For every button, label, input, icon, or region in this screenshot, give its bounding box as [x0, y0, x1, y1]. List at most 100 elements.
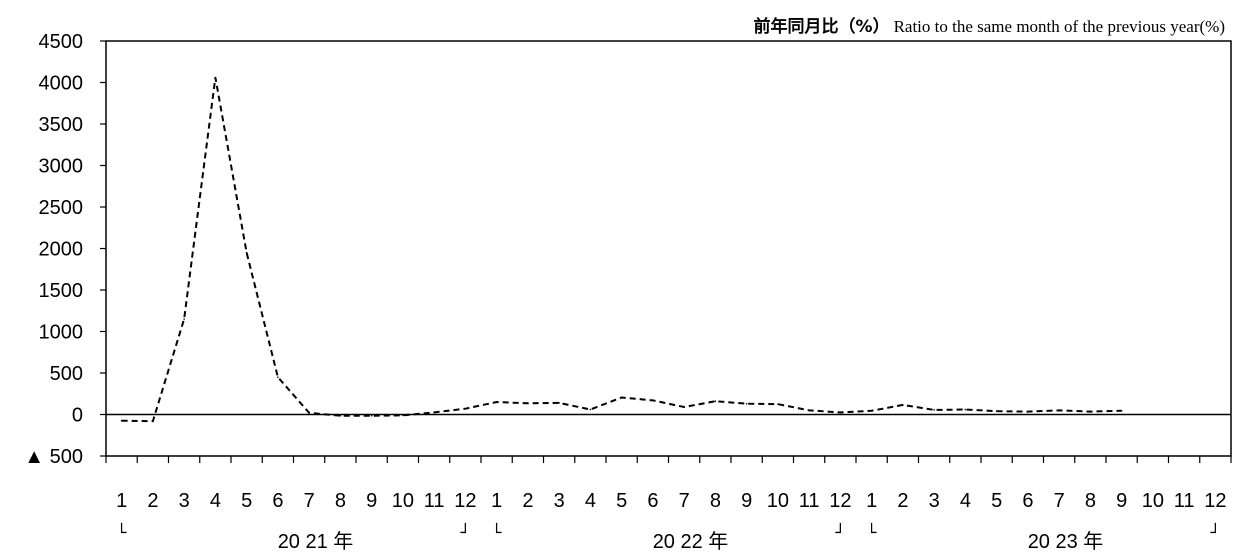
data-point — [839, 411, 842, 414]
x-tick-label: 11 — [1174, 490, 1195, 512]
data-point — [370, 414, 373, 417]
chart-title-text: 前年同月比（%） Ratio to the same month of the p… — [754, 16, 1225, 37]
x-tick-label: 5 — [991, 490, 1002, 512]
data-point — [120, 419, 123, 422]
data-point — [995, 410, 998, 412]
x-tick-label: 11 — [424, 490, 445, 512]
year-labels: └ ┘ 20 21 年 └ ┘ 20 22 年 └ ┘ 20 23 年 — [117, 522, 1220, 552]
x-tick-label: 3 — [554, 490, 565, 512]
data-point — [214, 76, 217, 79]
year-bracket-close: ┘ — [460, 522, 471, 542]
x-tick-label: 2 — [522, 490, 533, 512]
data-point — [527, 402, 529, 405]
y-tick-label: 3500 — [39, 114, 84, 136]
x-tick-label: 3 — [929, 490, 940, 512]
data-point — [277, 376, 279, 378]
x-tick-label: 5 — [616, 490, 627, 512]
x-tick-label: 2 — [897, 490, 908, 512]
data-point — [402, 414, 404, 417]
x-tick-label: 1 — [116, 490, 127, 512]
year-label: 20 23 年 — [1028, 530, 1104, 552]
x-tick-label: 4 — [960, 490, 971, 512]
data-point — [1089, 410, 1092, 413]
x-tick-label: 10 — [392, 490, 414, 512]
data-point — [1027, 410, 1029, 413]
data-point — [152, 420, 154, 422]
x-tick-label: 12 — [829, 490, 851, 512]
x-tick-label: 7 — [679, 490, 690, 512]
data-point — [933, 409, 935, 411]
y-tick-label: 3000 — [39, 156, 84, 178]
x-tick-label: 1 — [866, 490, 877, 512]
x-axis-ticks: 1 2 3 4 5 6 7 8 9 10 11 12 1 2 3 4 5 6 7 8 9 10 11 12 1 2 3 4 5 6 7 8 9 1… — [105, 456, 1232, 512]
x-tick-label: 8 — [335, 490, 346, 512]
data-point — [183, 318, 185, 320]
year-bracket-open: └ — [867, 522, 877, 542]
data-point — [964, 408, 967, 411]
y-tick-label: 500 — [50, 363, 83, 385]
y-tick-label: 4500 — [39, 31, 84, 53]
x-tick-label: 8 — [710, 490, 721, 512]
y-tick-label: 2000 — [39, 239, 84, 261]
data-point — [652, 399, 654, 402]
data-point — [308, 412, 310, 414]
data-point — [495, 401, 498, 403]
data-point — [808, 409, 810, 412]
x-tick-label: 8 — [1085, 490, 1096, 512]
year-label: 20 21 年 — [278, 530, 354, 552]
x-tick-label: 9 — [366, 490, 377, 512]
chart-title-en: Ratio to the same month of the previous … — [894, 17, 1225, 36]
x-tick-label: 4 — [210, 490, 221, 512]
x-tick-label: 6 — [272, 490, 283, 512]
data-point — [714, 400, 717, 403]
data-point — [558, 402, 560, 404]
x-tick-label: 9 — [1116, 490, 1127, 512]
year-bracket-close: ┘ — [1210, 522, 1221, 542]
plot-frame — [105, 40, 1232, 457]
series-line — [121, 77, 1122, 423]
chart-title: 前年同月比（%） Ratio to the same month of the p… — [754, 16, 1225, 37]
y-tick-label: 1000 — [39, 322, 84, 344]
x-tick-label: 12 — [1204, 490, 1226, 512]
year-bracket-open: └ — [492, 522, 502, 542]
x-tick-label: 10 — [767, 490, 789, 512]
x-tick-label: 7 — [1054, 490, 1065, 512]
data-point — [589, 408, 592, 411]
x-tick-label: 6 — [647, 490, 658, 512]
data-point — [433, 411, 435, 414]
x-tick-label: 12 — [454, 490, 476, 512]
data-point — [683, 406, 685, 408]
x-tick-label: 2 — [147, 490, 158, 512]
year-bracket-open: └ — [117, 522, 127, 542]
year-label: 20 22 年 — [653, 530, 729, 552]
x-tick-label: 5 — [241, 490, 252, 512]
data-point — [339, 414, 342, 417]
y-tick-label: 1500 — [39, 280, 84, 302]
x-tick-label: 4 — [585, 490, 596, 512]
x-tick-label: 6 — [1022, 490, 1033, 512]
x-tick-label: 10 — [1142, 490, 1164, 512]
x-tick-label: 7 — [304, 490, 315, 512]
data-point — [620, 396, 623, 399]
x-tick-label: 9 — [741, 490, 752, 512]
year-bracket-close: ┘ — [835, 522, 846, 542]
data-point — [777, 403, 779, 405]
x-tick-label: 1 — [491, 490, 502, 512]
y-tick-label: 2500 — [39, 197, 84, 219]
y-tick-label: 4000 — [39, 73, 84, 95]
series-layer — [120, 76, 1123, 423]
data-point — [1120, 409, 1123, 412]
data-point — [1058, 409, 1060, 412]
data-point — [464, 407, 467, 410]
y-tick-label: 0 — [72, 405, 83, 427]
axes — [105, 40, 1232, 457]
data-point — [245, 251, 248, 254]
y-tick-label: ▲ 500 — [24, 446, 83, 468]
data-point — [902, 404, 904, 406]
y-axis-ticks: 4500 4000 3500 3000 2500 2000 1500 1000 500 0 ▲ 50… — [24, 31, 106, 468]
x-tick-label: 3 — [179, 490, 190, 512]
x-tick-label: 11 — [799, 490, 820, 512]
data-point — [745, 402, 748, 405]
data-point — [870, 409, 873, 412]
